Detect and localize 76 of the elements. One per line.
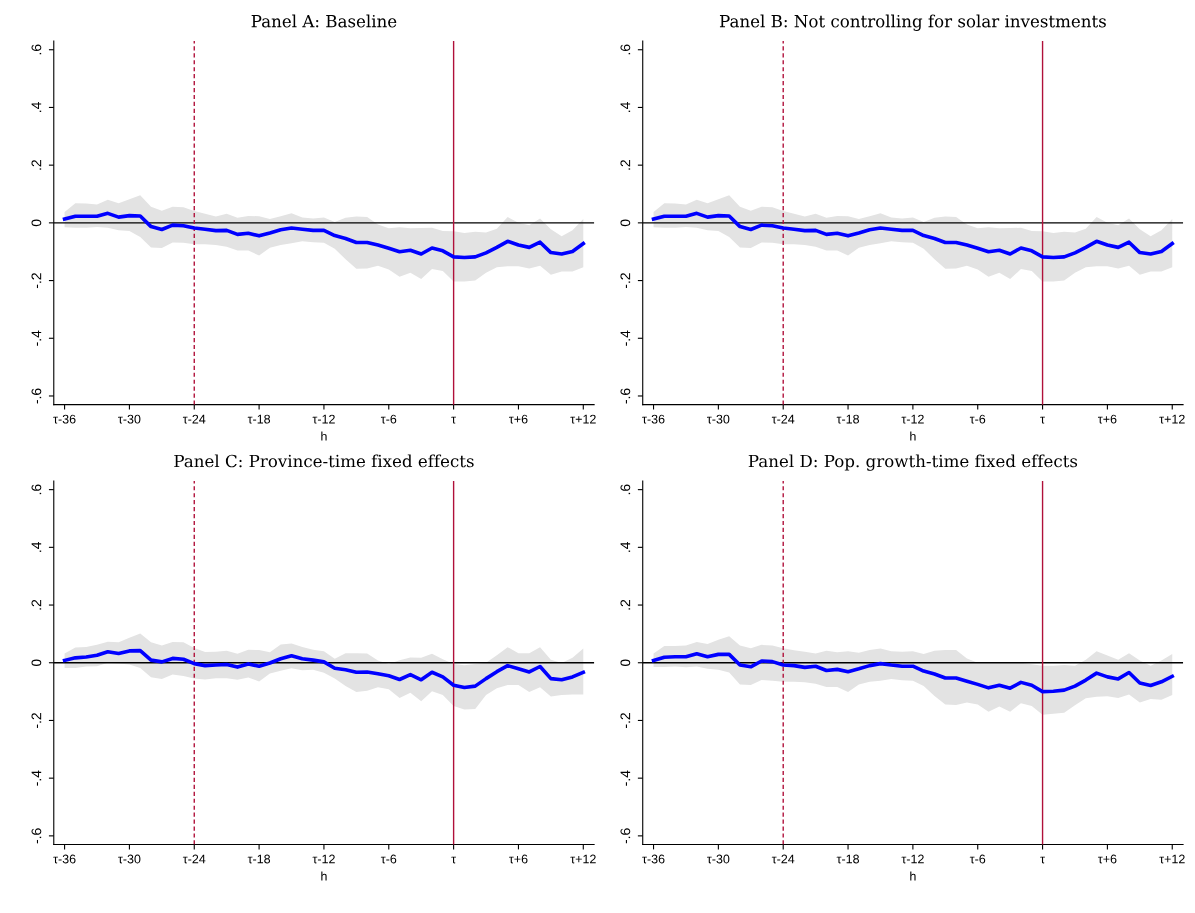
x-tick-label: τ+6 xyxy=(1097,414,1117,424)
x-axis-title: h xyxy=(321,871,327,881)
y-tick-label: -.2 xyxy=(620,273,631,289)
x-tick-label: τ-18 xyxy=(836,414,860,424)
x-tick-label: τ-12 xyxy=(901,414,924,424)
x-tick-label: τ-36 xyxy=(53,854,76,864)
x-tick-label: τ-12 xyxy=(312,414,335,424)
x-tick-label: τ-6 xyxy=(380,854,397,864)
y-tick-label: .2 xyxy=(620,160,631,170)
y-tick-label: .4 xyxy=(620,541,631,552)
y-tick-label: -.4 xyxy=(31,770,42,786)
line-series xyxy=(62,211,586,260)
x-tick-label: τ-18 xyxy=(836,854,860,864)
x-tick-label: τ+12 xyxy=(1159,854,1185,864)
y-tick-label: .4 xyxy=(620,102,631,112)
chart-title: Panel C: Province-time fixed effects xyxy=(174,454,474,468)
y-tick-label: -.4 xyxy=(620,330,631,346)
x-tick-label: τ+6 xyxy=(1097,854,1117,864)
y-tick-label: -.2 xyxy=(31,713,42,728)
x-tick-label: τ-24 xyxy=(771,854,795,864)
x-tick-label: τ+6 xyxy=(509,414,528,424)
x-tick-label: τ-18 xyxy=(247,414,271,424)
y-tick-label: 0 xyxy=(620,659,631,667)
y-tick-label: .4 xyxy=(31,102,42,112)
x-tick-label: τ-30 xyxy=(118,414,141,424)
x-tick-label: τ xyxy=(451,416,456,424)
y-tick-label: .4 xyxy=(31,541,42,552)
x-axis-title: h xyxy=(910,871,916,881)
x-tick-label: τ-30 xyxy=(707,414,730,424)
x-tick-label: τ xyxy=(451,856,456,864)
x-tick-label: τ-6 xyxy=(380,414,397,424)
y-tick-label: -.6 xyxy=(620,388,631,404)
y-tick-label: -.4 xyxy=(31,330,42,346)
y-tick-label: -.6 xyxy=(620,828,631,844)
y-tick-label: -.2 xyxy=(31,273,42,289)
x-tick-label: τ-24 xyxy=(182,414,206,424)
y-tick-label: .2 xyxy=(620,599,631,610)
chart-title: Panel D: Pop. growth-time fixed effects xyxy=(748,454,1078,471)
y-tick-label: .2 xyxy=(31,599,42,610)
x-tick-label: τ xyxy=(1040,856,1045,864)
x-tick-label: τ-36 xyxy=(642,414,665,424)
chart-title: Panel B: Not controlling for solar investments xyxy=(719,14,1106,31)
y-tick-label: .6 xyxy=(620,44,631,55)
x-tick-label: τ+12 xyxy=(570,414,596,424)
chart-title: Panel A: Baseline xyxy=(251,14,397,28)
x-tick-label: τ-36 xyxy=(53,414,76,424)
x-tick-label: τ-36 xyxy=(642,854,665,864)
x-tick-label: τ-18 xyxy=(247,854,271,864)
x-axis-title: h xyxy=(321,431,327,441)
x-tick-label: τ xyxy=(1040,416,1045,424)
x-tick-label: τ+12 xyxy=(1159,414,1185,424)
x-tick-label: τ-12 xyxy=(901,854,924,864)
y-tick-label: -.6 xyxy=(31,828,42,844)
y-tick-label: 0 xyxy=(620,219,631,227)
line-series xyxy=(62,648,586,690)
y-tick-label: 0 xyxy=(31,219,42,227)
y-tick-label: .6 xyxy=(620,484,631,495)
y-tick-label: -.6 xyxy=(31,388,42,404)
x-tick-label: τ-24 xyxy=(182,854,206,864)
y-tick-label: .2 xyxy=(31,160,42,170)
x-tick-label: τ-6 xyxy=(969,854,986,864)
x-tick-label: τ+12 xyxy=(570,854,596,864)
y-tick-label: 0 xyxy=(31,659,42,667)
x-tick-label: τ+6 xyxy=(509,854,528,864)
x-axis-title: h xyxy=(910,431,916,441)
x-tick-label: τ-30 xyxy=(118,854,141,864)
y-tick-label: -.2 xyxy=(620,713,631,728)
x-tick-label: τ-30 xyxy=(707,854,730,864)
x-tick-label: τ-12 xyxy=(312,854,335,864)
line-series xyxy=(651,652,1175,694)
y-tick-label: -.4 xyxy=(620,770,631,786)
line-series xyxy=(651,211,1175,260)
y-tick-label: .6 xyxy=(31,484,42,495)
x-tick-label: τ-24 xyxy=(771,414,795,424)
x-tick-label: τ-6 xyxy=(969,414,986,424)
y-tick-label: .6 xyxy=(31,44,42,55)
